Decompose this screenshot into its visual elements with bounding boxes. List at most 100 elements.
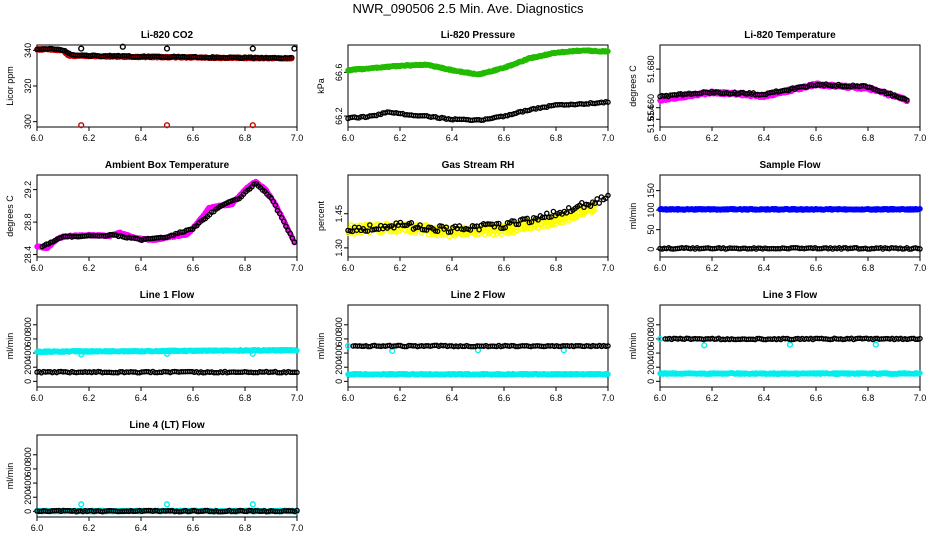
outlier-point <box>249 122 256 129</box>
x-tick-label: 7.0 <box>914 263 927 273</box>
panel-title: Li-820 CO2 <box>141 30 194 41</box>
data-point <box>605 48 611 55</box>
data-point <box>281 218 287 225</box>
x-tick-label: 6.2 <box>706 393 719 403</box>
panel-title: Line 3 Flow <box>763 290 818 301</box>
x-tick-label: 6.0 <box>654 263 667 273</box>
y-axis-label: ml/min <box>5 333 15 360</box>
x-tick-label: 6.6 <box>810 393 823 403</box>
panel-title: Li-820 Temperature <box>744 30 836 41</box>
data-point <box>482 231 488 238</box>
data-point <box>287 230 293 237</box>
x-tick-label: 6.6 <box>498 133 511 143</box>
panel-title: Sample Flow <box>759 160 820 171</box>
data-point <box>904 97 910 103</box>
y-tick-label: 200 <box>23 490 33 505</box>
outlier-point <box>291 45 298 52</box>
panel-title: Ambient Box Temperature <box>105 160 230 171</box>
y-tick-label: 150 <box>646 183 656 198</box>
x-tick-label: 6.2 <box>83 393 96 403</box>
data-point <box>187 226 194 232</box>
x-tick-label: 7.0 <box>914 133 927 143</box>
x-tick-label: 6.0 <box>654 393 667 403</box>
y-tick-label: 400 <box>334 346 344 361</box>
x-tick-label: 6.2 <box>394 133 407 143</box>
x-tick-label: 6.8 <box>239 523 252 533</box>
data-point <box>579 199 585 206</box>
x-tick-label: 6.2 <box>83 133 96 143</box>
y-axis-label: ml/min <box>628 203 638 230</box>
x-tick-label: 6.0 <box>31 393 44 403</box>
x-tick-label: 6.4 <box>758 393 771 403</box>
data-point <box>412 230 419 237</box>
x-tick-label: 6.2 <box>83 263 96 273</box>
series-reference <box>657 245 923 252</box>
series-sample <box>345 200 598 240</box>
series-reference <box>345 98 611 124</box>
outlier-point <box>119 43 126 50</box>
x-tick-label: 6.6 <box>498 393 511 403</box>
x-tick-label: 6.4 <box>446 263 459 273</box>
outlier-point <box>78 45 85 52</box>
y-tick-label: 600 <box>23 461 33 476</box>
x-tick-label: 6.0 <box>31 263 44 273</box>
series-sample <box>657 205 923 213</box>
outlier-point <box>163 45 171 52</box>
series-reference <box>350 342 611 350</box>
x-tick-label: 6.2 <box>706 133 719 143</box>
y-tick-label: 51.680 <box>646 55 656 83</box>
y-tick-label: 0 <box>23 509 33 514</box>
y-axis-label: ml/min <box>316 333 326 360</box>
y-tick-label: 28.8 <box>23 213 33 231</box>
y-axis-label: degrees C <box>628 65 638 107</box>
y-tick-label: 400 <box>23 476 33 491</box>
x-tick-label: 7.0 <box>602 133 615 143</box>
y-tick-label: 800 <box>646 317 656 332</box>
plot-frame <box>36 174 298 258</box>
outlier-point <box>163 122 171 129</box>
x-tick-label: 6.2 <box>706 263 719 273</box>
x-tick-label: 6.8 <box>862 133 875 143</box>
series-sample <box>34 346 300 358</box>
y-tick-label: 200 <box>334 360 344 375</box>
outlier-point <box>786 341 794 348</box>
x-tick-label: 7.0 <box>291 133 304 143</box>
plot-frame <box>347 44 609 128</box>
panel-title: Li-820 Pressure <box>441 30 516 41</box>
y-tick-label: 1.30 <box>334 239 344 257</box>
outlier-point <box>701 342 708 349</box>
plot-frame <box>347 174 609 258</box>
x-tick-label: 6.4 <box>446 393 459 403</box>
y-tick-label: 300 <box>23 114 33 129</box>
y-tick-label: 200 <box>646 360 656 375</box>
data-point <box>879 88 885 95</box>
outlier-point <box>389 347 396 355</box>
data-point <box>594 196 600 202</box>
x-tick-label: 6.6 <box>498 263 511 273</box>
y-axis-label: ml/min <box>5 463 15 490</box>
series-reference <box>39 180 298 250</box>
x-tick-label: 6.6 <box>187 133 200 143</box>
y-tick-label: 0 <box>646 247 656 252</box>
x-tick-label: 6.8 <box>862 263 875 273</box>
x-tick-label: 6.0 <box>31 523 44 533</box>
x-tick-label: 6.6 <box>187 393 200 403</box>
panel-title: Line 1 Flow <box>140 290 195 301</box>
y-tick-label: 600 <box>334 331 344 346</box>
outlier-point <box>78 122 85 129</box>
y-tick-label: 400 <box>23 346 33 361</box>
y-axis-label: degrees C <box>5 195 15 237</box>
y-tick-label: 600 <box>23 331 33 346</box>
series-reference <box>657 81 910 103</box>
y-tick-label: 400 <box>646 346 656 361</box>
x-tick-label: 6.0 <box>342 393 355 403</box>
y-axis-label: ml/min <box>628 333 638 360</box>
data-point <box>291 239 298 245</box>
series-reference <box>662 335 923 343</box>
